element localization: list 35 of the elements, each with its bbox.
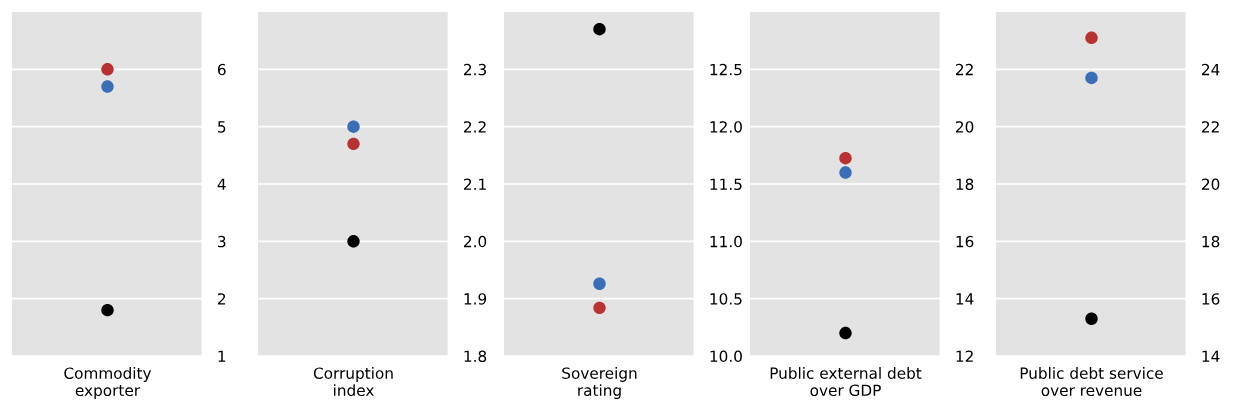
y-tick-label: 14 bbox=[956, 293, 974, 305]
y-tick-label: 11.5 bbox=[710, 178, 742, 191]
x-tick-label: Public debt service over revenue bbox=[1020, 367, 1163, 397]
y-tick-label: 14 bbox=[1202, 350, 1220, 362]
y-tick-label: 11.0 bbox=[710, 235, 742, 248]
y-tick-label: 2 bbox=[218, 293, 226, 305]
y-tick-label: 1.9 bbox=[464, 293, 487, 305]
y-tick-label: 16 bbox=[1202, 293, 1220, 305]
y-tick-label: 5 bbox=[218, 121, 226, 133]
y-tick-label: 1 bbox=[218, 350, 226, 362]
y-tick-label: 10.0 bbox=[710, 350, 742, 363]
y-tick-label: 1.8 bbox=[464, 350, 487, 363]
y-tick-label: 4 bbox=[217, 178, 226, 190]
y-tick-label: 18 bbox=[1202, 235, 1220, 248]
y-tick-label: 2.3 bbox=[464, 63, 486, 76]
y-tick-label: 22 bbox=[956, 63, 973, 76]
x-tick-label: Sovereign rating bbox=[562, 367, 637, 399]
y-tick-label: 2.2 bbox=[464, 121, 486, 133]
x-tick-label: Corruption index bbox=[313, 367, 393, 397]
y-tick-label: 24 bbox=[1202, 63, 1220, 76]
y-tick-label: 12.5 bbox=[710, 63, 742, 76]
y-tick-label: 16 bbox=[956, 235, 974, 248]
y-tick-label: 10.5 bbox=[710, 293, 742, 305]
y-tick-label: 18 bbox=[956, 178, 974, 191]
x-tick-label: Public external debt over GDP bbox=[770, 367, 922, 397]
y-tick-label: 20 bbox=[1202, 178, 1220, 191]
y-tick-label: 6 bbox=[217, 63, 226, 76]
y-tick-label: 3 bbox=[218, 235, 226, 248]
y-tick-label: 12 bbox=[956, 350, 973, 362]
y-tick-label: 2.0 bbox=[464, 235, 487, 248]
x-tick-label: Commodity exporter bbox=[64, 367, 152, 399]
y-tick-label: 12.0 bbox=[710, 121, 742, 133]
y-tick-label: 22 bbox=[1202, 121, 1219, 133]
y-tick-label: 20 bbox=[956, 121, 974, 133]
y-tick-label: 2.1 bbox=[464, 178, 486, 190]
